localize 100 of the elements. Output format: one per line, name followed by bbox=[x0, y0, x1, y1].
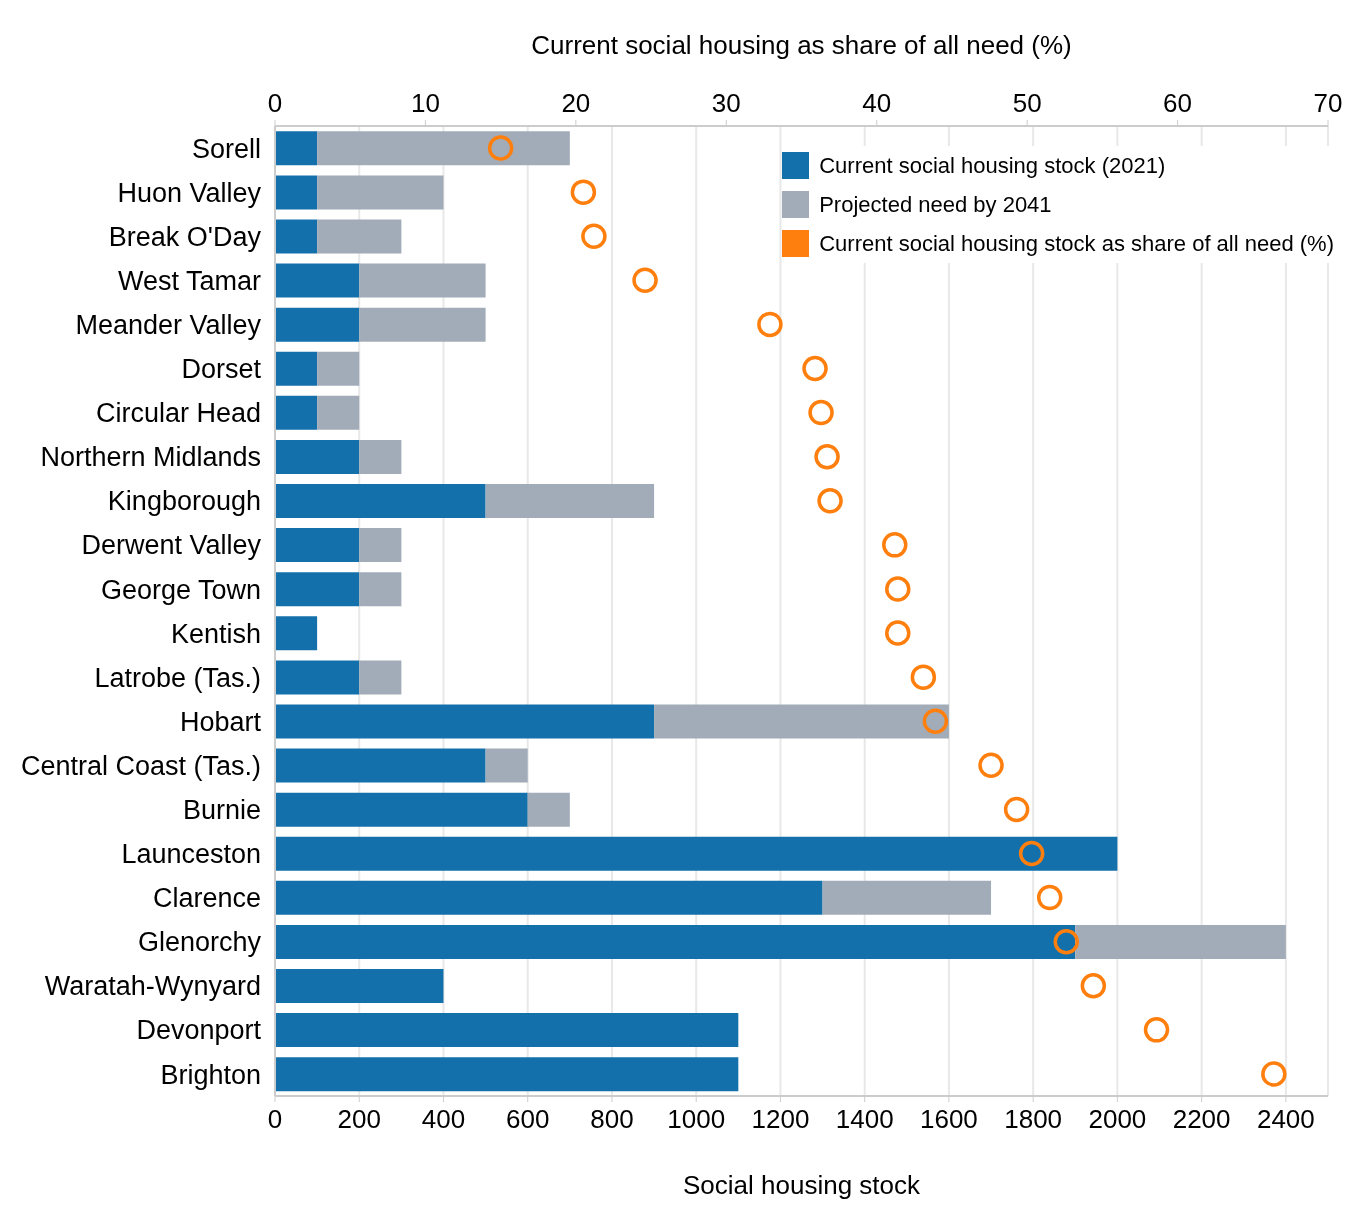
point bbox=[1053, 928, 1079, 955]
bar bbox=[275, 439, 360, 474]
bar bbox=[317, 219, 402, 254]
y-tick-label: Waratah-Wynyard bbox=[44, 971, 261, 1002]
bar bbox=[275, 484, 486, 519]
point bbox=[885, 620, 911, 646]
point bbox=[487, 135, 514, 161]
x2-tick-label: 30 bbox=[711, 88, 741, 118]
bar bbox=[485, 484, 655, 519]
x-tick-label: 1600 bbox=[920, 1104, 978, 1135]
bar bbox=[359, 439, 402, 474]
bar bbox=[1075, 924, 1286, 959]
bar bbox=[275, 836, 1118, 871]
point bbox=[632, 267, 658, 294]
y-tick-label: Meander Valley bbox=[75, 309, 262, 340]
point bbox=[581, 223, 607, 249]
bar bbox=[275, 1013, 739, 1048]
x2-axis-title: Current social housing as share of all need (%) bbox=[531, 30, 1072, 61]
point bbox=[570, 179, 597, 205]
x-tick-label: 1400 bbox=[835, 1104, 894, 1135]
bar bbox=[275, 219, 318, 254]
point bbox=[1036, 884, 1063, 911]
y-tick-label: Northern Midlands bbox=[40, 442, 261, 473]
y-tick-label: Launceston bbox=[121, 839, 261, 870]
bar bbox=[275, 660, 360, 695]
point bbox=[802, 355, 828, 382]
y-tick-label: Latrobe (Tas.) bbox=[94, 662, 261, 693]
x2-tick-label: 40 bbox=[862, 88, 892, 118]
point bbox=[757, 311, 783, 338]
bar bbox=[359, 660, 402, 695]
y-tick-label: Devonport bbox=[136, 1015, 262, 1046]
bar bbox=[275, 1057, 739, 1092]
bar bbox=[275, 175, 318, 210]
y-tick-label: Circular Head bbox=[95, 398, 261, 429]
point bbox=[1080, 973, 1107, 999]
bar bbox=[275, 616, 318, 651]
y-tick-label: Dorset bbox=[181, 354, 262, 385]
x-tick-label: 2200 bbox=[1172, 1104, 1231, 1135]
bar bbox=[527, 792, 570, 827]
point bbox=[885, 576, 911, 602]
bar bbox=[275, 263, 360, 298]
bar bbox=[275, 307, 360, 342]
bar bbox=[275, 792, 528, 827]
legend-label: Current social housing stock as share of all need (%) bbox=[819, 230, 1334, 258]
y-tick-label: Glenorchy bbox=[137, 927, 262, 958]
point bbox=[814, 443, 840, 470]
x2-tick-label: 60 bbox=[1163, 88, 1193, 118]
y-tick-label: Break O'Day bbox=[108, 221, 262, 252]
point bbox=[978, 752, 1004, 779]
point bbox=[1003, 796, 1030, 823]
y-tick-label: Central Coast (Tas.) bbox=[20, 750, 261, 781]
bar bbox=[275, 572, 360, 607]
x-tick-label: 2400 bbox=[1256, 1104, 1315, 1135]
bar bbox=[275, 748, 486, 783]
bar bbox=[654, 704, 949, 739]
x2-tick-label: 10 bbox=[410, 88, 440, 118]
bar bbox=[275, 395, 318, 430]
bar bbox=[275, 924, 1076, 959]
x-tick-label: 200 bbox=[337, 1104, 381, 1135]
y-tick-label: Derwent Valley bbox=[81, 530, 262, 561]
y-tick-label: Kingborough bbox=[107, 486, 261, 517]
x-tick-label: 1800 bbox=[1004, 1104, 1063, 1135]
y-tick-label: Hobart bbox=[179, 706, 262, 737]
bar bbox=[485, 748, 528, 783]
x-tick-label: 1000 bbox=[667, 1104, 726, 1135]
y-tick-label: Burnie bbox=[182, 794, 261, 825]
y-tick-label: Sorell bbox=[191, 133, 261, 164]
bar bbox=[317, 351, 360, 386]
bar bbox=[822, 880, 992, 915]
bar bbox=[359, 572, 402, 607]
point bbox=[910, 664, 937, 690]
y-tick-label: Clarence bbox=[152, 883, 261, 914]
x2-tick-label: 70 bbox=[1313, 88, 1343, 118]
point bbox=[1018, 840, 1045, 867]
x2-tick-label: 20 bbox=[561, 88, 591, 118]
bar bbox=[317, 175, 444, 210]
x-axis-title: Social housing stock bbox=[682, 1170, 922, 1200]
bar bbox=[317, 131, 570, 166]
x-tick-label: 800 bbox=[590, 1104, 634, 1135]
y-tick-label: Huon Valley bbox=[117, 177, 262, 208]
bar bbox=[359, 528, 402, 563]
x-tick-label: 600 bbox=[506, 1104, 550, 1135]
point bbox=[817, 488, 843, 514]
point bbox=[1261, 1061, 1287, 1087]
bar bbox=[275, 704, 655, 739]
bar bbox=[359, 263, 486, 298]
legend-label: Projected need by 2041 bbox=[819, 191, 1052, 219]
x-tick-label: 2000 bbox=[1088, 1104, 1147, 1135]
x-tick-label: 400 bbox=[421, 1104, 466, 1135]
bar bbox=[275, 969, 444, 1004]
y-tick-label: George Town bbox=[100, 574, 261, 605]
bar bbox=[275, 880, 823, 915]
point bbox=[882, 532, 908, 558]
x2-tick-label: 0 bbox=[267, 88, 283, 118]
x2-tick-label: 50 bbox=[1012, 88, 1042, 118]
x-tick-label: 1200 bbox=[751, 1104, 810, 1135]
bar bbox=[275, 351, 318, 386]
bar bbox=[275, 131, 318, 166]
legend-label: Current social housing stock (2021) bbox=[819, 152, 1166, 180]
point bbox=[808, 399, 834, 426]
